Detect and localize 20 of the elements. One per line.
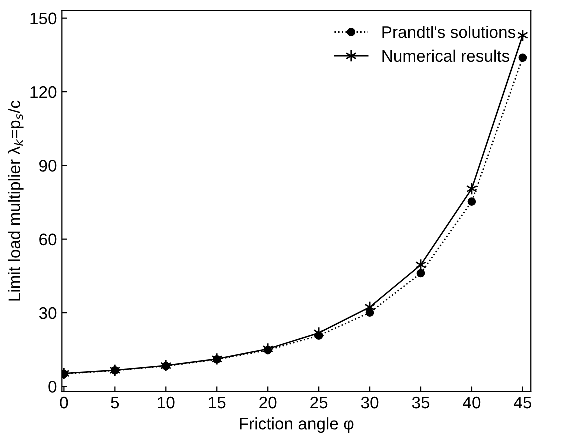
y-tick-label: 120: [30, 86, 57, 98]
y-tick-label: 90: [40, 160, 57, 172]
x-tick-label: 25: [310, 396, 328, 409]
x-tick-label: 5: [111, 397, 120, 409]
x-tick-label: 40: [463, 396, 481, 409]
legend-label: Prandtl's solutions: [382, 26, 516, 38]
y-axis-title: Limit load multiplier λ$_{k}$=p$_{s}$/c: [8, 100, 24, 301]
y-tick-label: 0: [48, 381, 57, 393]
x-tick-label: 30: [361, 396, 379, 409]
legend-label: Numerical results: [382, 50, 510, 62]
x-tick-label: 15: [209, 397, 226, 409]
y-tick-label: 30: [39, 307, 57, 320]
y-tick-label: 60: [40, 234, 57, 246]
x-tick-label: 20: [260, 396, 277, 409]
x-tick-label: 0: [60, 396, 68, 409]
x-tick-label: 45: [514, 397, 532, 409]
y-tick-label: 150: [30, 12, 57, 25]
x-tick-label: 35: [412, 396, 430, 409]
x-axis-title: Friction angle φ: [240, 418, 354, 434]
x-tick-label: 10: [158, 396, 175, 409]
